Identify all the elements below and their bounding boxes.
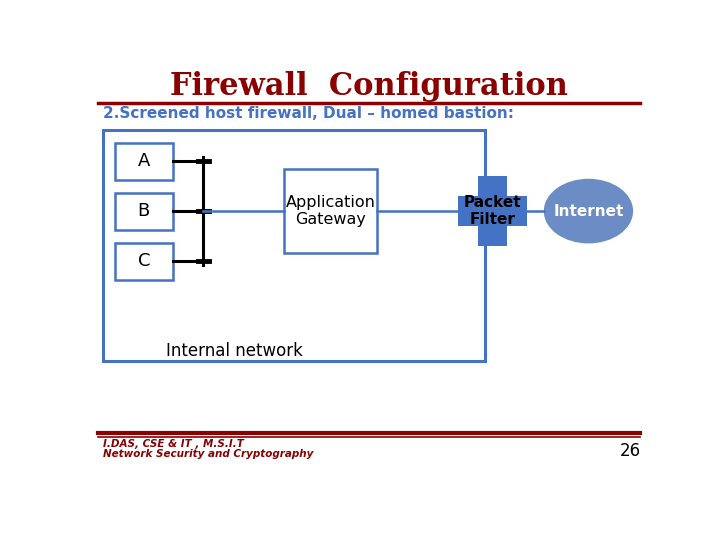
Bar	[477, 177, 507, 246]
Text: C: C	[138, 252, 150, 270]
Text: Firewall  Configuration: Firewall Configuration	[170, 71, 568, 102]
Bar	[102, 130, 485, 361]
Text: B: B	[138, 202, 150, 220]
Bar	[115, 143, 173, 179]
Text: A: A	[138, 152, 150, 170]
Bar	[457, 197, 527, 226]
Text: Internal network: Internal network	[166, 342, 302, 360]
Text: Packet
Filter: Packet Filter	[464, 195, 521, 227]
Ellipse shape	[544, 179, 633, 244]
Text: Internet: Internet	[553, 204, 624, 219]
Text: Application
Gateway: Application Gateway	[286, 195, 375, 227]
Text: 26: 26	[620, 442, 642, 460]
Text: I.DAS, CSE & IT , M.S.I.T: I.DAS, CSE & IT , M.S.I.T	[102, 440, 243, 449]
Bar	[115, 193, 173, 230]
Bar	[115, 242, 173, 280]
Text: Network Security and Cryptography: Network Security and Cryptography	[102, 449, 313, 460]
Bar	[284, 168, 377, 253]
Text: 2.Screened host firewall, Dual – homed bastion:: 2.Screened host firewall, Dual – homed b…	[102, 106, 513, 121]
